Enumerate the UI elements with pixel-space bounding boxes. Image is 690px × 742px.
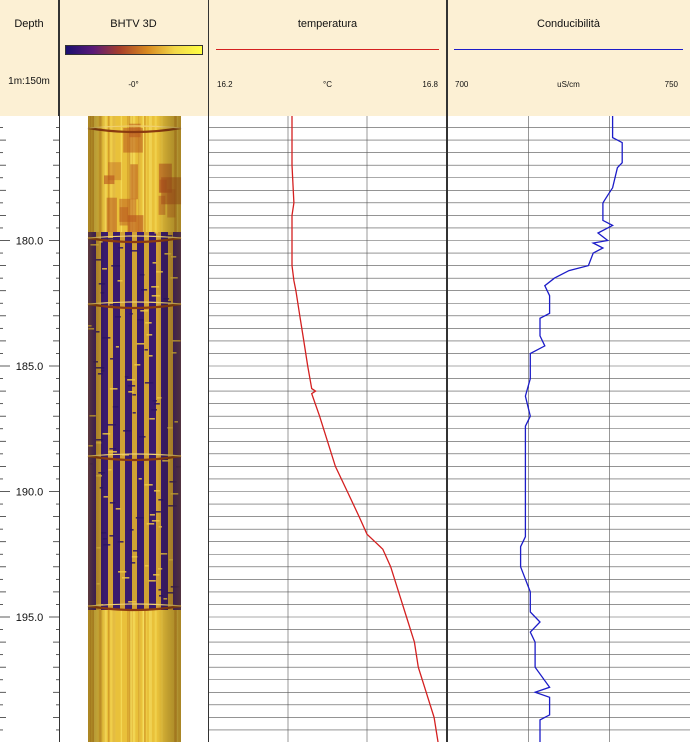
bhtv-header: BHTV 3D -0° (59, 0, 209, 116)
depth-header-title: Depth (14, 18, 44, 30)
bhtv-header-title: BHTV 3D (110, 18, 157, 30)
depth-tick-label: 190.0 (16, 487, 44, 499)
depth-header: Depth 1m:150m (0, 0, 59, 116)
temperature-unit-label: °C (323, 80, 332, 89)
bhtv-color-scale (65, 45, 203, 55)
temperature-header-title: temperatura (297, 18, 358, 30)
bhtv-scale-label: -0° (128, 80, 139, 89)
conductivity-curve (519, 116, 623, 742)
depth-track: 180.0 185.0 190.0 195.0 (0, 127, 59, 731)
bhtv-image-track (60, 116, 208, 742)
conductivity-max-label: 750 (664, 80, 678, 89)
depth-tick-label: 180.0 (16, 236, 44, 248)
temperature-legend-line (216, 49, 439, 50)
tube-shading (88, 116, 181, 742)
conductivity-min-label: 700 (455, 80, 469, 89)
temperature-min-label: 16.2 (217, 80, 233, 89)
temperature-max-label: 16.8 (422, 80, 438, 89)
conductivity-legend-line (454, 49, 683, 50)
temperature-grid (209, 116, 446, 742)
depth-tick-label: 185.0 (16, 361, 44, 373)
conductivity-grid (448, 116, 690, 742)
separator-temperature-conductivity (446, 0, 448, 742)
curves (291, 116, 623, 742)
depth-scale-label: 1m:150m (8, 76, 50, 87)
temperature-header: temperatura 16.2 °C 16.8 (209, 0, 447, 116)
separator-depth-image (59, 0, 60, 742)
temperature-curve (291, 116, 439, 742)
conductivity-header-title: Conducibilità (537, 18, 600, 30)
conductivity-unit-label: uS/cm (557, 80, 580, 89)
separator-image-temperature (208, 0, 209, 742)
conductivity-header: Conducibilità 700 uS/cm 750 (447, 0, 690, 116)
depth-tick-label: 195.0 (16, 612, 44, 624)
